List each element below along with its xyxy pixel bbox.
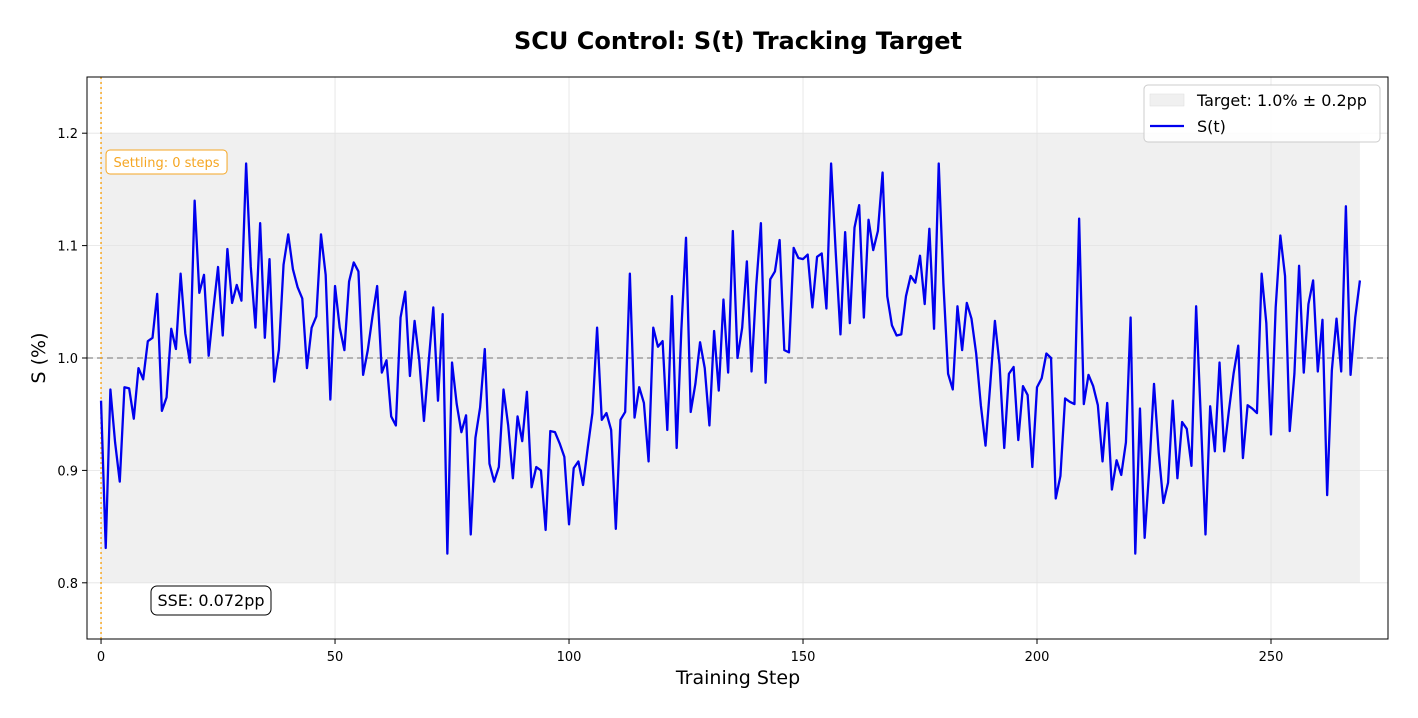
legend: Target: 1.0% ± 0.2pp S(t) xyxy=(1143,84,1381,143)
legend-target-label: Target: 1.0% ± 0.2pp xyxy=(1196,91,1367,110)
legend-target-swatch xyxy=(1149,93,1185,107)
y-tick-label: 1.0 xyxy=(57,352,78,367)
x-tick-label: 50 xyxy=(327,650,344,665)
x-tick-label: 200 xyxy=(1025,650,1050,665)
x-tick-label: 250 xyxy=(1259,650,1284,665)
x-tick-label: 100 xyxy=(557,650,582,665)
legend-series-label: S(t) xyxy=(1197,117,1226,136)
sse-label-box xyxy=(150,585,272,616)
sse-label: SSE: 0.072pp xyxy=(157,591,264,610)
y-tick-label: 0.8 xyxy=(57,577,78,592)
y-tick-label: 1.1 xyxy=(57,240,78,255)
y-axis-title: S (%) xyxy=(28,333,50,384)
plot-area: 0 50 100 150 200 250 0.8 0.9 1.0 1.1 1.2 Settling: … xyxy=(57,76,1389,665)
settling-label: Settling: 0 steps xyxy=(114,156,220,171)
x-tick-label: 150 xyxy=(791,650,816,665)
legend-box xyxy=(1143,84,1381,143)
y-tick-label: 0.9 xyxy=(57,464,78,479)
chart-title: SCU Control: S(t) Tracking Target xyxy=(514,27,962,55)
x-tick-label: 0 xyxy=(97,650,105,665)
y-tick-label: 1.2 xyxy=(57,127,78,142)
x-axis-title: Training Step xyxy=(675,667,800,689)
series-line-st xyxy=(99,162,1362,555)
settling-label-box xyxy=(105,149,228,175)
